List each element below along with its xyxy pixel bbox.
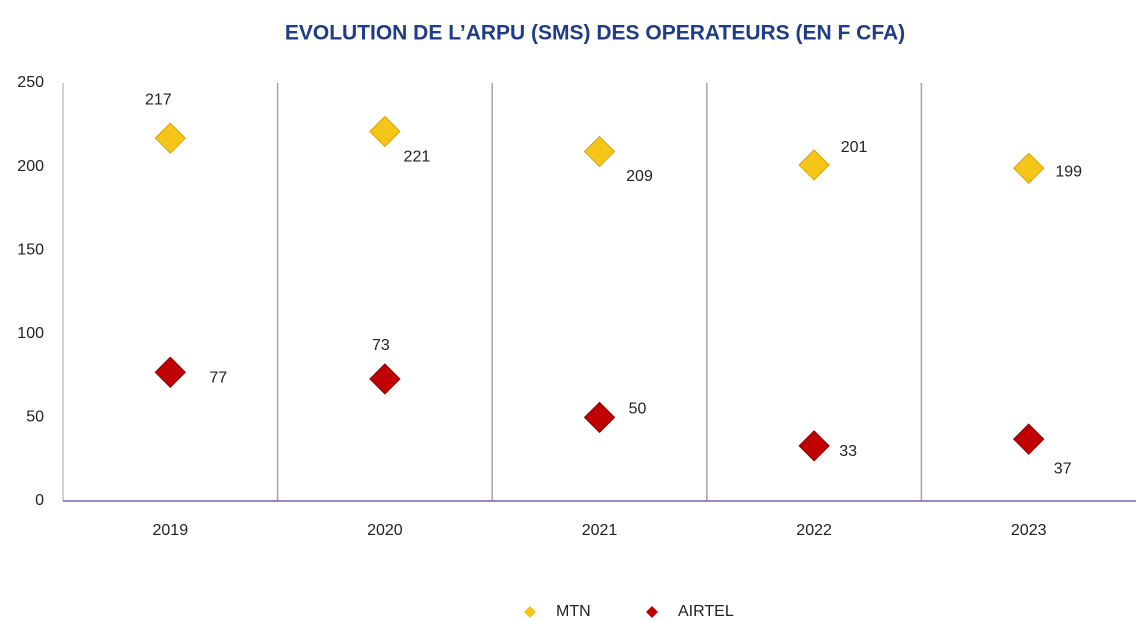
x-tick-label: 2023 <box>1011 522 1047 539</box>
y-tick-label: 50 <box>26 409 44 426</box>
x-tick-label: 2022 <box>796 522 832 539</box>
legend-label: AIRTEL <box>678 603 734 620</box>
data-label: 33 <box>839 443 857 460</box>
data-label: 201 <box>841 139 868 156</box>
marker <box>583 401 616 434</box>
marker <box>1012 152 1045 184</box>
marker <box>369 363 401 395</box>
data-label: 37 <box>1054 460 1072 477</box>
data-label: 217 <box>145 91 172 108</box>
data-label: 209 <box>626 168 653 185</box>
y-tick-label: 150 <box>17 241 44 258</box>
y-tick-label: 100 <box>17 325 44 342</box>
data-label: 73 <box>372 337 390 354</box>
marker <box>369 115 401 148</box>
x-tick-label: 2021 <box>582 522 618 539</box>
data-label: 50 <box>629 401 647 418</box>
marker <box>583 135 616 168</box>
data-label: 199 <box>1055 163 1082 180</box>
x-tick-label: 2019 <box>153 522 189 539</box>
y-tick-label: 200 <box>17 158 44 175</box>
data-label: 221 <box>404 149 431 166</box>
legend-marker <box>524 606 536 618</box>
y-tick-label: 250 <box>17 74 44 91</box>
data-label: 77 <box>209 369 227 386</box>
marker <box>1012 423 1045 455</box>
legend-marker <box>646 606 658 618</box>
marker <box>154 122 187 154</box>
marker <box>798 149 830 181</box>
legend-label: MTN <box>556 603 591 620</box>
x-tick-label: 2020 <box>367 522 403 539</box>
y-tick-label: 0 <box>35 492 44 509</box>
marker <box>798 430 830 462</box>
chart-title: EVOLUTION DE L’ARPU (SMS) DES OPERATEURS… <box>285 22 905 45</box>
marker <box>154 356 187 388</box>
